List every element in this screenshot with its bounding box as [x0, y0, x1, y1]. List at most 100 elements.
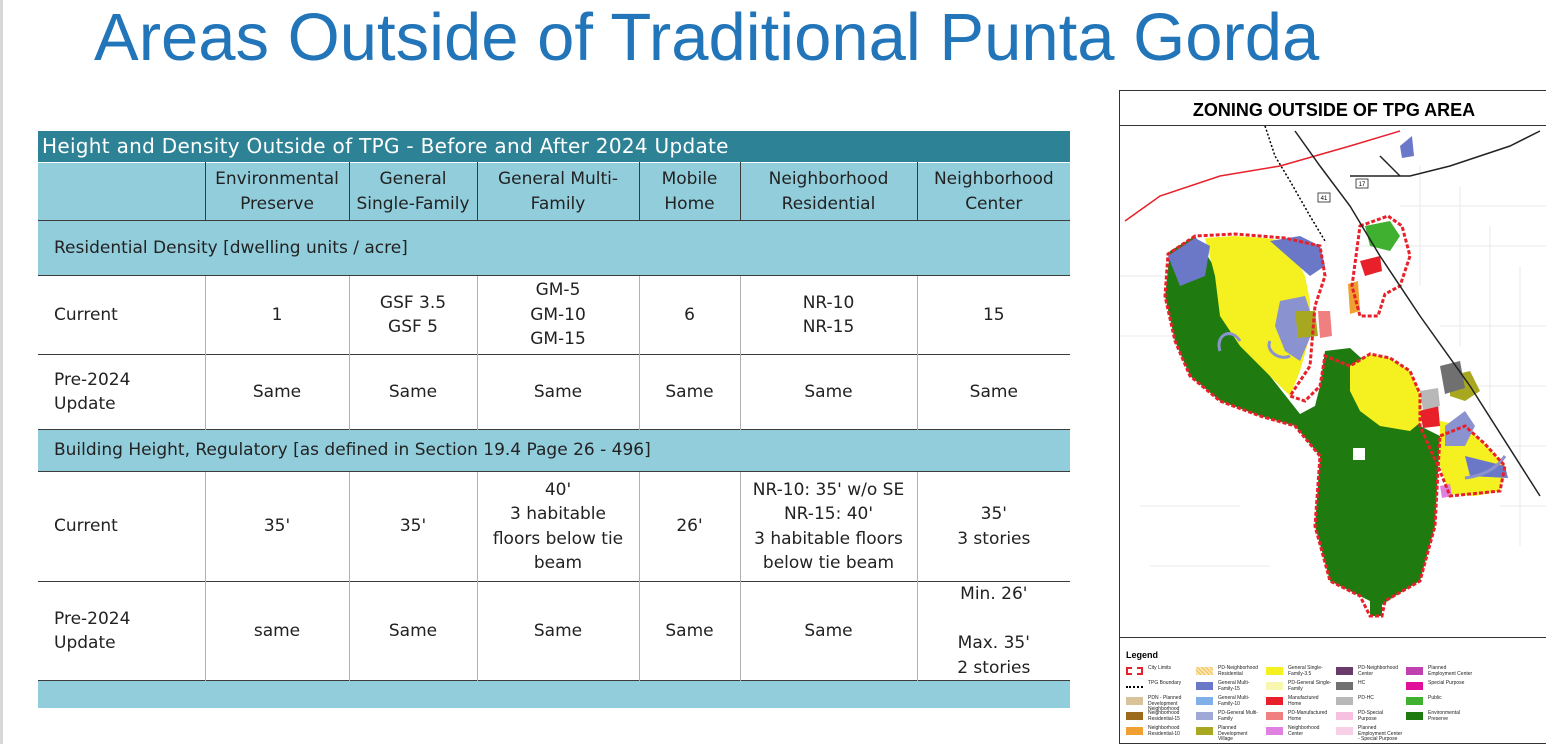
- table-cell: 15: [917, 275, 1071, 355]
- legend-label: TPG Boundary: [1148, 680, 1182, 686]
- table-cell: Same: [349, 581, 478, 681]
- zoning-map-panel: ZONING OUTSIDE OF TPG AREA: [1119, 90, 1546, 744]
- inholding-parcel: [1353, 448, 1365, 460]
- legend-item: HC: [1336, 680, 1404, 695]
- height-density-table: Height and Density Outside of TPG - Befo…: [38, 131, 1071, 708]
- legend-item: General Multi- Family-15: [1196, 680, 1264, 695]
- legend-label: PD-Special Purpose: [1358, 710, 1384, 722]
- row-label: Pre-2024 Update: [38, 581, 206, 681]
- table-footer: [38, 680, 1071, 708]
- legend-label: PD-HC: [1358, 695, 1374, 701]
- table-footer-row: [38, 680, 1071, 708]
- route-41-shield: 41: [1317, 192, 1331, 203]
- table-cell: 35': [205, 471, 350, 582]
- legend-item: PD-Neighborhood Residential: [1196, 665, 1264, 680]
- column-header: Neighborhood Residential: [740, 162, 918, 221]
- water-channels: [1217, 332, 1507, 480]
- table-row: Pre-2024 Update Same Same Same Same Same…: [38, 354, 1071, 430]
- column-header: Mobile Home: [639, 162, 741, 221]
- legend-label: Neighborhood Center: [1288, 725, 1320, 737]
- table-cell: GM-5 GM-10 GM-15: [477, 275, 640, 355]
- table-cell: Same: [349, 354, 478, 430]
- legend-swatch: [1266, 697, 1283, 705]
- legend-label: City Limits: [1148, 665, 1172, 671]
- table-cell: Same: [477, 354, 640, 430]
- section-label: Residential Density [dwelling units / ac…: [38, 220, 1071, 276]
- legend-item: PD-General Multi- Family: [1196, 710, 1264, 725]
- map-legend: Legend City Limits TPG Boundary PDN - Plan…: [1120, 637, 1546, 746]
- highways: [1294, 130, 1541, 497]
- hc-area: [1440, 361, 1465, 394]
- preserve-outlier: [1370, 596, 1382, 616]
- legend-label: Neighborhood Residential-15: [1148, 710, 1180, 722]
- section-row-height: Building Height, Regulatory [as defined …: [38, 429, 1071, 472]
- legend-item: General Single- Family-3.5: [1266, 665, 1334, 680]
- legend-item: PD-HC: [1336, 695, 1404, 710]
- legend-item: City Limits: [1126, 665, 1194, 680]
- manufactured-home-area: [1420, 404, 1440, 428]
- legend-item: PDN - Planned Development Neighborhood: [1126, 695, 1194, 712]
- manufactured-home-area: [1360, 256, 1382, 276]
- neighborhood-center-area: [1440, 484, 1452, 498]
- legend-swatch: [1406, 697, 1423, 705]
- legend-swatch: [1406, 712, 1423, 720]
- legend-label: Planned Employment Center - Special Purp…: [1358, 725, 1403, 742]
- street-grid: [1120, 166, 1546, 567]
- legend-swatch: [1126, 686, 1143, 688]
- column-header: Environmental Preserve: [205, 162, 350, 221]
- legend-swatch: [1126, 667, 1143, 675]
- zoning-districts: [1165, 136, 1508, 616]
- section-label: Building Height, Regulatory [as defined …: [38, 429, 1071, 472]
- legend-label: Planned Employment Center: [1428, 665, 1473, 677]
- table-cell: NR-10: 35' w/o SE NR-15: 40' 3 habitable…: [740, 471, 918, 582]
- legend-label: PD-Neighborhood Center: [1358, 665, 1399, 677]
- legend-label: PD-General Single- Family: [1288, 680, 1332, 692]
- slide-title: Areas Outside of Traditional Punta Gorda: [94, 0, 1320, 75]
- legend-label: General Multi- Family-15: [1218, 680, 1250, 692]
- legend-swatch: [1336, 667, 1353, 675]
- table-cell: Same: [740, 581, 918, 681]
- row-label: Current: [38, 471, 206, 582]
- legend-item: TPG Boundary: [1126, 680, 1194, 695]
- legend-swatch: [1126, 712, 1143, 720]
- legend-swatch: [1336, 697, 1353, 705]
- legend-swatch: [1266, 682, 1283, 690]
- legend-item: Planned Employment Center: [1406, 665, 1474, 680]
- legend-item: Special Purpose: [1406, 680, 1474, 695]
- table-title: Height and Density Outside of TPG - Befo…: [38, 131, 1071, 163]
- column-header: Neighborhood Center: [917, 162, 1071, 221]
- road-label: 17: [1359, 182, 1366, 188]
- row-label: Current: [38, 275, 206, 355]
- legend-item: Manufactured Home: [1266, 695, 1334, 710]
- legend-title: Legend: [1126, 650, 1159, 660]
- public-area: [1365, 221, 1400, 251]
- single-family-area-west: [1205, 236, 1310, 396]
- multi-family-area: [1168, 238, 1210, 286]
- legend-swatch: [1266, 712, 1283, 720]
- column-header: General Single-Family: [349, 162, 478, 221]
- table-row: Current 1 GSF 3.5 GSF 5 GM-5 GM-10 GM-15…: [38, 275, 1071, 355]
- legend-item: Neighborhood Residential-10: [1126, 725, 1194, 740]
- legend-swatch: [1336, 727, 1353, 735]
- multi-family-area: [1400, 136, 1414, 158]
- legend-label: Environmental Preserve: [1428, 710, 1460, 722]
- legend-label: Neighborhood Residential-10: [1148, 725, 1180, 737]
- legend-item: PD-Special Purpose: [1336, 710, 1404, 725]
- table-row: Current 35' 35' 40' 3 habitable floors b…: [38, 471, 1071, 582]
- legend-swatch: [1196, 682, 1213, 690]
- table-cell: Same: [477, 581, 640, 681]
- pd-manufactured-home-area: [1318, 311, 1332, 338]
- table-cell: 1: [205, 275, 350, 355]
- table-cell: 6: [639, 275, 741, 355]
- zoning-map: 41 17: [1120, 126, 1546, 618]
- city-limits-corridor: [1124, 130, 1401, 222]
- legend-item: Public: [1406, 695, 1474, 710]
- table-cell: Same: [639, 581, 741, 681]
- table-cell: 26': [639, 471, 741, 582]
- legend-swatch: [1126, 697, 1143, 705]
- legend-swatch: [1196, 667, 1213, 675]
- table-cell: 35' 3 stories: [917, 471, 1071, 582]
- legend-swatch: [1406, 667, 1423, 675]
- legend-label: PD-Neighborhood Residential: [1218, 665, 1259, 677]
- legend-swatch: [1196, 727, 1213, 735]
